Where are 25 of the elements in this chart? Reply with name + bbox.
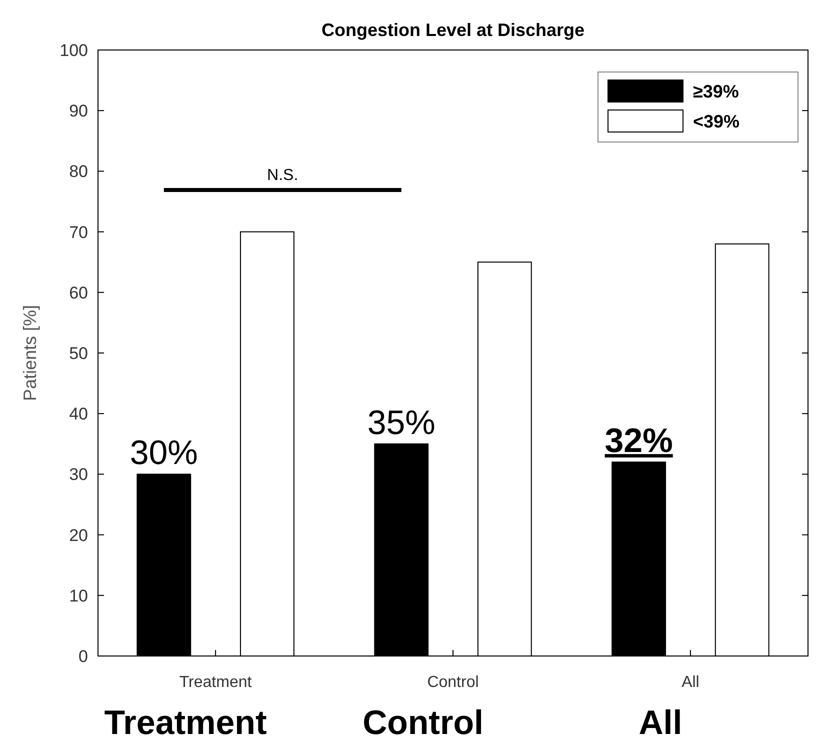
- data-label: 35%: [367, 404, 436, 442]
- y-tick-label: 50: [69, 344, 88, 363]
- text: Treatment: [179, 674, 252, 691]
- y-tick-label: 0: [78, 646, 88, 666]
- y-tick-label: 20: [69, 526, 88, 545]
- x-tick-label: Treatment: [104, 704, 267, 742]
- legend-label: ≥39%: [693, 81, 739, 102]
- x-tick-label: Control: [362, 704, 484, 742]
- y-tick-label: 70: [69, 222, 88, 242]
- y-tick-label: 100: [60, 40, 88, 60]
- y-tick-label: 30: [69, 465, 88, 484]
- x-tick-label: All: [638, 704, 682, 742]
- legend-label: <39%: [693, 111, 740, 132]
- text: Control: [427, 674, 479, 691]
- text: All: [682, 674, 700, 691]
- y-tick-label: 10: [69, 586, 88, 606]
- y-tick-label: 80: [69, 162, 88, 182]
- y-tick-label: 40: [69, 404, 88, 424]
- data-label: 30%: [130, 434, 198, 472]
- y-tick-label: 90: [69, 102, 88, 121]
- chart-title: Congestion Level at Discharge: [321, 20, 585, 40]
- y-axis-title: Patients [%]: [20, 304, 40, 402]
- annotation: N.S.: [267, 167, 298, 184]
- data-label: 32%: [604, 422, 673, 460]
- y-tick-label: 60: [69, 283, 88, 302]
